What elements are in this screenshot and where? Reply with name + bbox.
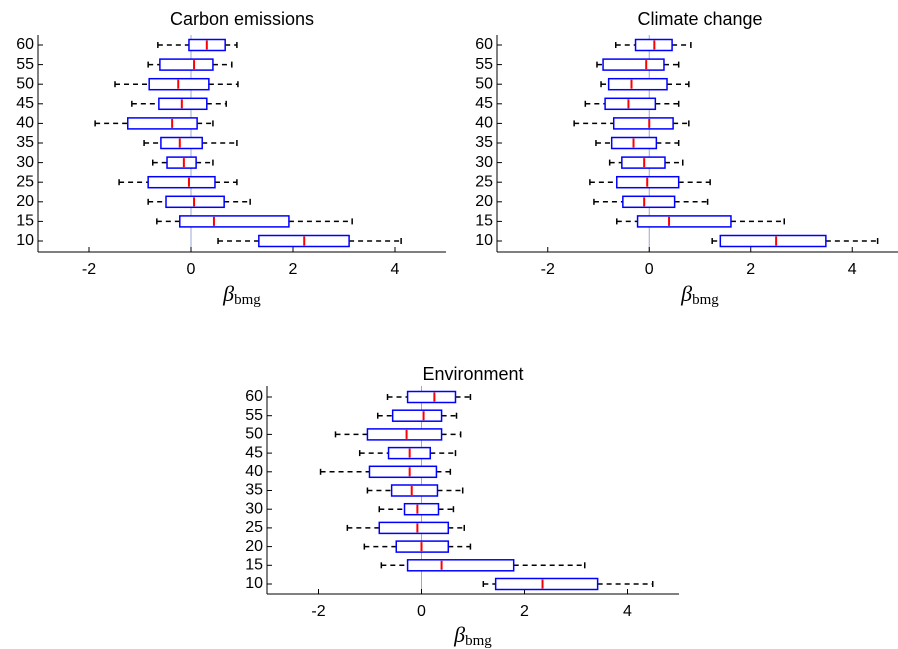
x-axis-label-subscript: bmg [234, 292, 261, 308]
y-tick-label: 55 [475, 56, 493, 73]
y-tick-label: 30 [245, 500, 263, 517]
x-axis-label-subscript: bmg [465, 633, 492, 649]
box [160, 136, 203, 150]
y-tick-label: 35 [16, 134, 34, 151]
box [719, 234, 827, 248]
x-tick-label: 0 [645, 261, 654, 278]
x-tick-label: 2 [289, 261, 298, 278]
y-tick-label: 20 [475, 193, 493, 210]
x-tick-label: 0 [187, 261, 196, 278]
box [406, 390, 457, 404]
chart-title: Climate change [637, 9, 762, 29]
y-tick-label: 40 [16, 115, 34, 132]
box [378, 521, 450, 535]
x-tick-label: -2 [311, 603, 325, 620]
y-tick-label: 25 [16, 173, 34, 190]
box [391, 409, 443, 422]
box [147, 175, 216, 189]
box [612, 117, 674, 130]
box [158, 97, 208, 111]
box [622, 195, 676, 209]
x-tick-label: 2 [520, 603, 529, 620]
y-tick-label: 50 [475, 75, 493, 92]
y-tick-label: 40 [245, 463, 263, 480]
y-tick-label: 10 [16, 232, 34, 249]
x-tick-label: -2 [541, 261, 555, 278]
y-tick-label: 30 [475, 154, 493, 171]
x-axis-label-subscript: bmg [692, 292, 719, 308]
box [179, 215, 290, 228]
box [366, 428, 443, 441]
y-tick-label: 15 [16, 213, 34, 230]
y-tick-label: 35 [245, 482, 263, 499]
box [604, 97, 657, 111]
y-tick-label: 35 [475, 134, 493, 151]
y-tick-label: 50 [16, 75, 34, 92]
y-tick-label: 45 [475, 95, 493, 112]
box [165, 195, 225, 209]
y-tick-label: 20 [245, 538, 263, 555]
x-axis-label-symbol: β [453, 622, 465, 647]
y-tick-label: 40 [475, 115, 493, 132]
x-axis-label-symbol: β [680, 281, 692, 306]
box [406, 559, 515, 572]
x-axis-label: βbmg [222, 281, 261, 308]
y-tick-label: 20 [16, 193, 34, 210]
y-tick-label: 30 [16, 154, 34, 171]
box [159, 58, 214, 71]
x-axis-label-symbol: β [222, 281, 234, 306]
y-tick-label: 25 [475, 173, 493, 190]
y-tick-label: 25 [245, 519, 263, 536]
box [368, 465, 438, 479]
y-tick-label: 45 [16, 95, 34, 112]
x-tick-label: 0 [417, 603, 426, 620]
y-tick-label: 60 [475, 36, 493, 53]
box [494, 577, 599, 591]
y-tick-label: 45 [245, 444, 263, 461]
x-tick-label: 4 [848, 261, 857, 278]
y-tick-label: 60 [16, 36, 34, 53]
chart-title: Carbon emissions [170, 9, 314, 29]
box [602, 58, 665, 71]
x-axis-label: βbmg [453, 622, 492, 649]
x-tick-label: -2 [82, 261, 96, 278]
x-tick-label: 4 [623, 603, 632, 620]
y-tick-label: 10 [245, 575, 263, 592]
y-tick-label: 10 [475, 232, 493, 249]
box [166, 156, 197, 169]
y-tick-label: 15 [245, 557, 263, 574]
box [403, 502, 440, 516]
x-axis-label: βbmg [680, 281, 719, 308]
box [390, 484, 439, 497]
box [127, 117, 198, 130]
box [607, 77, 668, 91]
y-tick-label: 50 [245, 426, 263, 443]
y-tick-label: 55 [245, 407, 263, 424]
box [636, 215, 732, 228]
x-tick-label: 4 [391, 261, 400, 278]
x-tick-label: 2 [746, 261, 755, 278]
chart-title: Environment [422, 364, 523, 384]
y-tick-label: 15 [475, 213, 493, 230]
y-tick-label: 60 [245, 388, 263, 405]
y-tick-label: 55 [16, 56, 34, 73]
